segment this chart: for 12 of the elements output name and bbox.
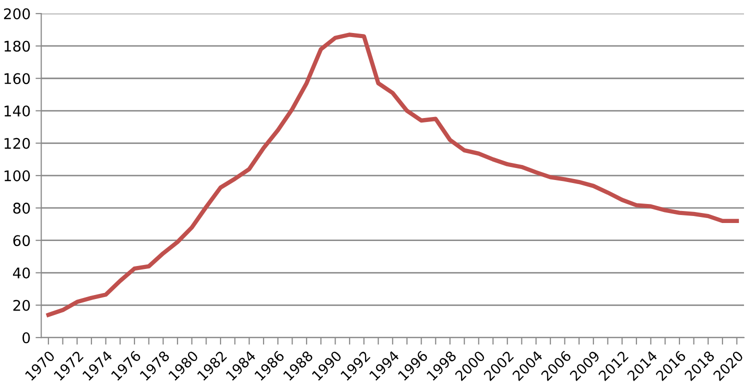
y-tick-label: 140 xyxy=(4,105,30,117)
y-tick-label: 120 xyxy=(4,138,30,149)
y-tick-label: 80 xyxy=(13,202,30,214)
y-tick-label: 0 xyxy=(22,332,30,344)
y-tick-label: 40 xyxy=(12,267,30,279)
line-series xyxy=(46,32,739,317)
y-tick-label: 60 xyxy=(13,235,30,246)
y-tick-label: 200 xyxy=(4,8,30,20)
y-tick-label: 100 xyxy=(4,170,30,182)
y-tick-label: 160 xyxy=(4,73,30,84)
y-tick-label: 180 xyxy=(4,40,30,52)
y-tick-label: 20 xyxy=(13,300,30,311)
